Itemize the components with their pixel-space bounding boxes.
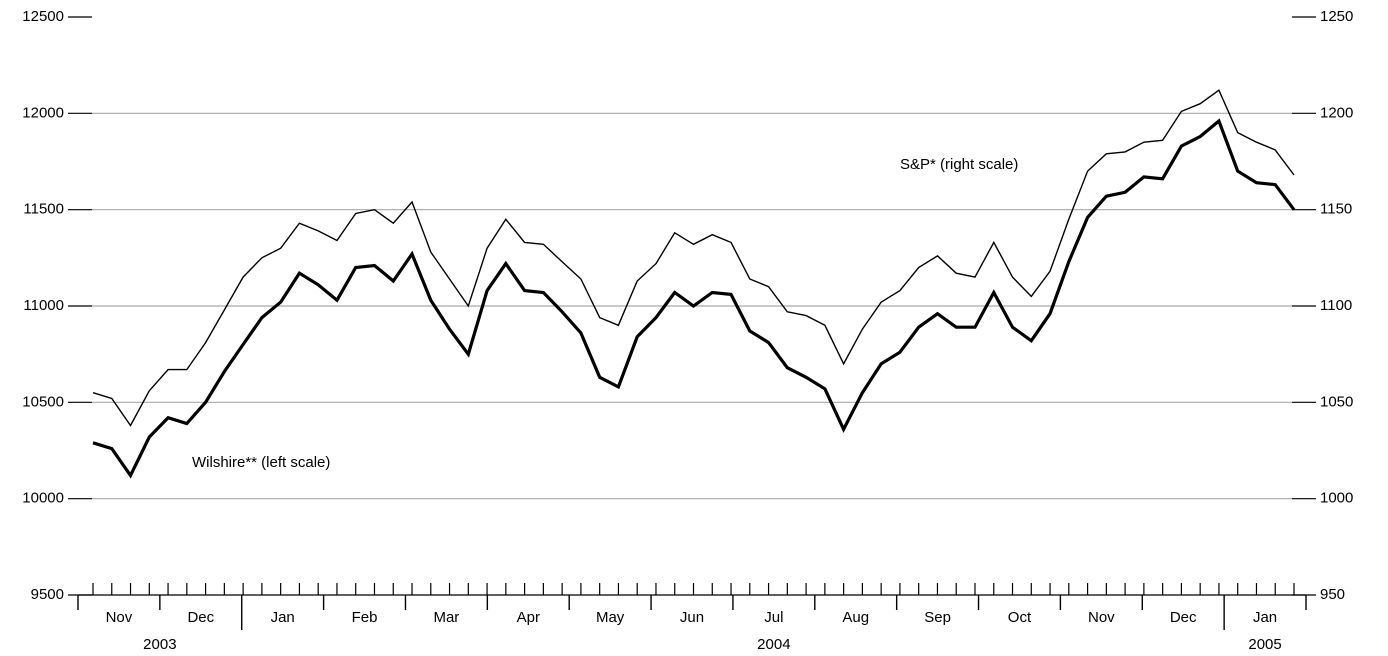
y2-tick-label: 1000 [1320, 490, 1353, 507]
y-tick-label: 10000 [22, 490, 64, 507]
y-tick-label: 12000 [22, 104, 64, 121]
x-tick-label: Nov [106, 609, 133, 626]
annotation: Wilshire** (left scale) [192, 454, 330, 471]
annotation: S&P* (right scale) [900, 156, 1018, 173]
x-tick-label: Jun [680, 609, 704, 626]
x-tick-label: Jan [271, 609, 295, 626]
y2-tick-label: 1050 [1320, 393, 1353, 410]
x-tick-label: Dec [1170, 609, 1197, 626]
y-tick-label: 9500 [31, 586, 64, 603]
x-tick-label: Feb [352, 609, 378, 626]
x-tick-label: Aug [842, 609, 869, 626]
y2-tick-label: 950 [1320, 586, 1345, 603]
year-label: 2004 [757, 636, 790, 653]
x-tick-label: Mar [433, 609, 459, 626]
y-tick-label: 12500 [22, 8, 64, 25]
x-tick-label: Jan [1253, 609, 1277, 626]
y2-tick-label: 1100 [1320, 297, 1352, 314]
year-label: 2005 [1248, 636, 1281, 653]
x-tick-label: Dec [187, 609, 214, 626]
x-tick-label: Apr [517, 609, 540, 626]
line [92, 118, 1296, 479]
y-tick-label: 11000 [23, 297, 64, 314]
x-tick-label: Sep [924, 609, 951, 626]
y2-tick-label: 1250 [1320, 8, 1353, 25]
y-tick-label: 10500 [22, 393, 64, 410]
x-tick-label: Nov [1088, 609, 1115, 626]
x-tick-label: Jul [764, 609, 783, 626]
y2-tick-label: 1150 [1320, 201, 1352, 218]
y-tick-label: 11500 [23, 201, 64, 218]
year-label: 2003 [143, 636, 176, 653]
x-tick-label: Oct [1008, 609, 1032, 626]
y2-tick-label: 1200 [1320, 104, 1353, 121]
x-tick-label: May [596, 609, 625, 626]
line [92, 89, 1295, 427]
